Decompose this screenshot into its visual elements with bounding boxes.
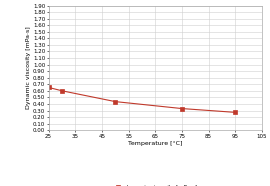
Y-axis label: Dynamic viscosity [mPa·s]: Dynamic viscosity [mPa·s] (26, 27, 31, 109)
dynamic viscosity [mPa·s] (180, 108, 184, 110)
Line: dynamic viscosity [mPa·s]: dynamic viscosity [mPa·s] (47, 86, 237, 114)
dynamic viscosity [mPa·s] (234, 111, 237, 113)
X-axis label: Temperature [°C]: Temperature [°C] (128, 141, 183, 146)
Legend: dynamic viscosity [mPa·s]: dynamic viscosity [mPa·s] (114, 185, 197, 186)
dynamic viscosity [mPa·s] (114, 100, 117, 103)
dynamic viscosity [mPa·s] (47, 86, 50, 89)
dynamic viscosity [mPa·s] (60, 90, 63, 92)
